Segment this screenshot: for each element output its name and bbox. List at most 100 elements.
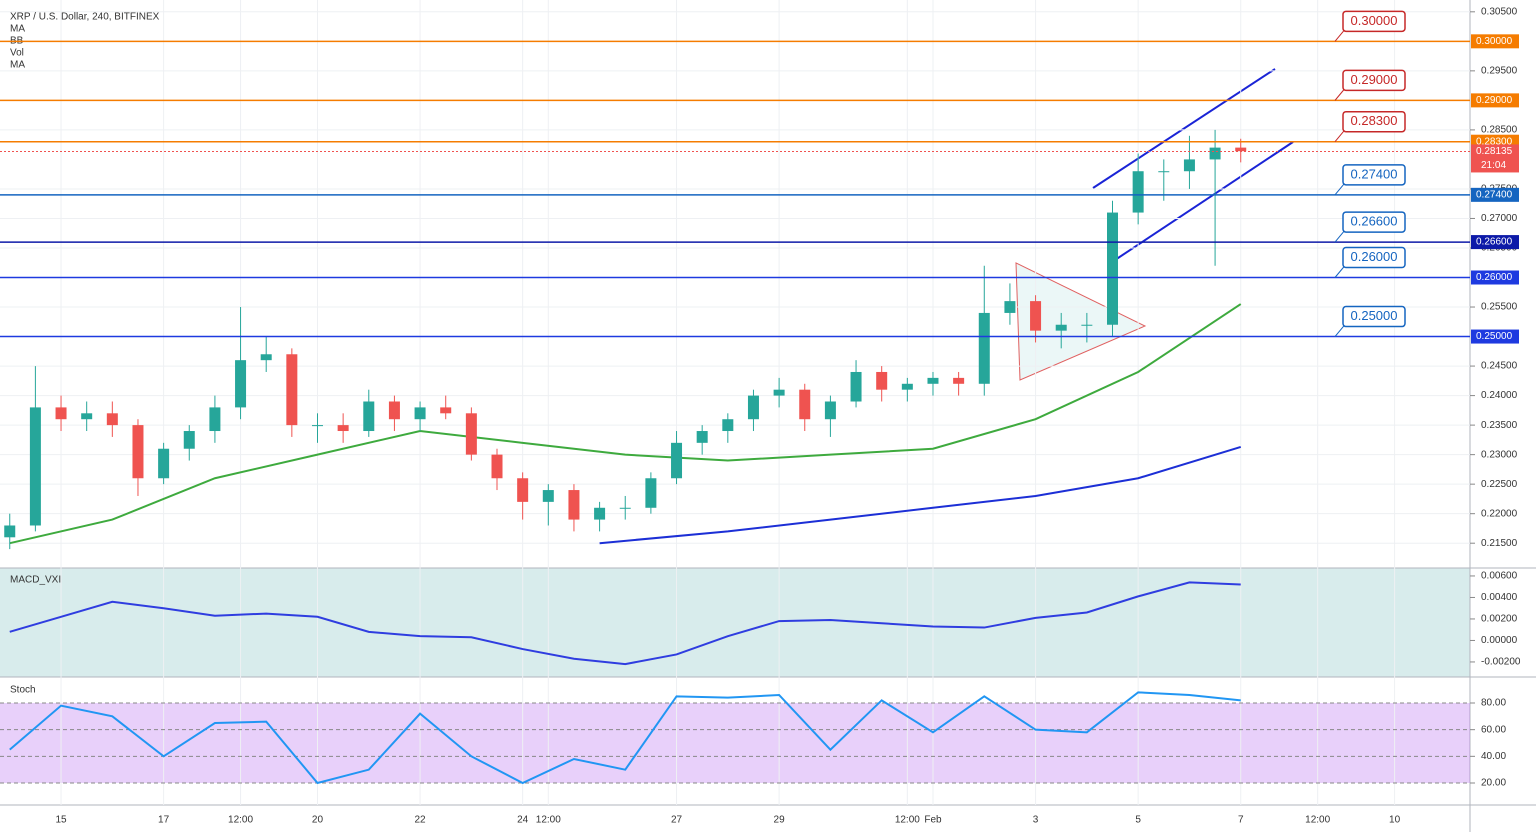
- y-tick-label: 0.27000: [1481, 213, 1518, 224]
- level-axis-label: 0.30000: [1476, 36, 1513, 47]
- candle-body: [542, 490, 554, 502]
- candle-body: [824, 401, 836, 420]
- candle-body: [132, 425, 144, 479]
- level-axis-label: 0.26000: [1476, 272, 1513, 283]
- candle-body: [568, 490, 580, 520]
- last-price-bg: [1471, 144, 1519, 173]
- candle-body: [747, 395, 759, 420]
- candle-body: [311, 425, 323, 427]
- level-axis-label: 0.25000: [1476, 331, 1513, 342]
- symbol-title: XRP / U.S. Dollar, 240, BITFINEX: [10, 12, 160, 23]
- y-tick-label: 60.00: [1481, 724, 1506, 735]
- candle-body: [388, 401, 400, 420]
- annotation-label: 0.25000: [1351, 308, 1398, 323]
- y-tick-label: 0.29500: [1481, 65, 1518, 76]
- y-tick-label: 0.00200: [1481, 614, 1518, 625]
- y-tick-label: 0.00600: [1481, 571, 1518, 582]
- candle-body: [1132, 171, 1144, 213]
- annotation-box: [1342, 305, 1406, 328]
- candle-body: [1158, 171, 1170, 173]
- y-tick-label: 0.22000: [1481, 508, 1518, 519]
- candle-body: [1183, 159, 1195, 172]
- candle-body: [1235, 147, 1247, 152]
- level-axis-label: 0.28300: [1476, 136, 1513, 147]
- last-price-label: 0.28135: [1476, 146, 1513, 157]
- level-axis-label-bg: [1471, 93, 1519, 108]
- annotation-pointer: [1334, 88, 1346, 101]
- annotation-label: 0.30000: [1351, 13, 1398, 28]
- candle-body: [465, 413, 477, 455]
- x-tick-label: 24: [517, 815, 529, 826]
- candle-body: [799, 389, 811, 420]
- y-tick-label: 0.00400: [1481, 592, 1518, 603]
- plot-bg: [0, 0, 1470, 805]
- candle-body: [773, 389, 785, 396]
- y-tick-label: 0.23000: [1481, 449, 1518, 460]
- candle-body: [722, 419, 734, 432]
- candle-body: [876, 371, 888, 390]
- indicator: MA: [10, 24, 25, 35]
- candle-body: [619, 507, 631, 509]
- y-tick-label: 0.00000: [1481, 635, 1518, 646]
- candle-body: [1209, 147, 1221, 160]
- candle-body: [671, 442, 683, 479]
- y-tick-label: 0.21500: [1481, 538, 1518, 549]
- level-axis-label: 0.27400: [1476, 189, 1513, 200]
- y-tick-label: 40.00: [1481, 751, 1506, 762]
- x-tick-label: 17: [158, 815, 170, 826]
- annotation-label: 0.26000: [1351, 249, 1398, 264]
- y-tick-label: 0.24500: [1481, 361, 1518, 372]
- x-tick-label: 29: [774, 815, 786, 826]
- x-tick-label: 12:00: [228, 815, 253, 826]
- line-series: [9, 303, 1242, 545]
- level-axis-label-bg: [1471, 34, 1519, 49]
- level-axis-label-bg: [1471, 270, 1519, 285]
- level-axis-label-bg: [1471, 187, 1519, 202]
- candle-body: [414, 407, 426, 420]
- candle-body: [55, 407, 67, 420]
- x-tick-label: 20: [312, 815, 324, 826]
- candle-body: [183, 431, 195, 449]
- line-series: [9, 581, 1241, 666]
- candle-body: [978, 312, 990, 384]
- annotation-label: 0.29000: [1351, 72, 1398, 87]
- annotation-label: 0.27400: [1351, 166, 1398, 181]
- annotation-box: [1342, 69, 1406, 92]
- annotation-box: [1342, 110, 1406, 133]
- candle-body: [927, 377, 939, 384]
- y-tick-label: 0.30500: [1481, 6, 1518, 17]
- annotation-pointer: [1334, 265, 1346, 278]
- candle-body: [106, 413, 118, 426]
- candle-body: [491, 454, 503, 479]
- triangle-pattern: [1015, 262, 1147, 381]
- candle-body: [1004, 301, 1016, 313]
- candle-body: [901, 383, 913, 390]
- candle-body: [260, 354, 272, 361]
- x-tick-label: 12:00: [1305, 815, 1330, 826]
- candle-body: [235, 360, 247, 408]
- y-tick-label: 0.24000: [1481, 390, 1518, 401]
- stoch-band: [0, 703, 1470, 783]
- candle-body: [440, 407, 452, 414]
- candle-body: [29, 407, 41, 526]
- x-tick-label: 10: [1389, 815, 1401, 826]
- indicator: Vol: [10, 48, 24, 59]
- annotation-pointer: [1334, 182, 1346, 196]
- x-tick-label: 22: [415, 815, 427, 826]
- candle-body: [286, 354, 298, 426]
- candle-body: [1055, 324, 1067, 331]
- annotation-box: [1342, 246, 1406, 269]
- candle-body: [517, 478, 529, 502]
- candle-body: [594, 507, 606, 520]
- candle-body: [158, 448, 170, 479]
- y-tick-label: -0.00200: [1481, 657, 1521, 668]
- x-tick-label: 5: [1135, 815, 1141, 826]
- candle-body: [953, 377, 965, 384]
- annotation-label: 0.26600: [1351, 214, 1398, 229]
- y-tick-label: 20.00: [1481, 778, 1506, 789]
- candle-body: [1107, 212, 1119, 325]
- line-series: [599, 446, 1242, 545]
- channel-line: [1092, 68, 1276, 189]
- x-tick-label: 12:00: [536, 815, 561, 826]
- x-tick-label: 27: [671, 815, 683, 826]
